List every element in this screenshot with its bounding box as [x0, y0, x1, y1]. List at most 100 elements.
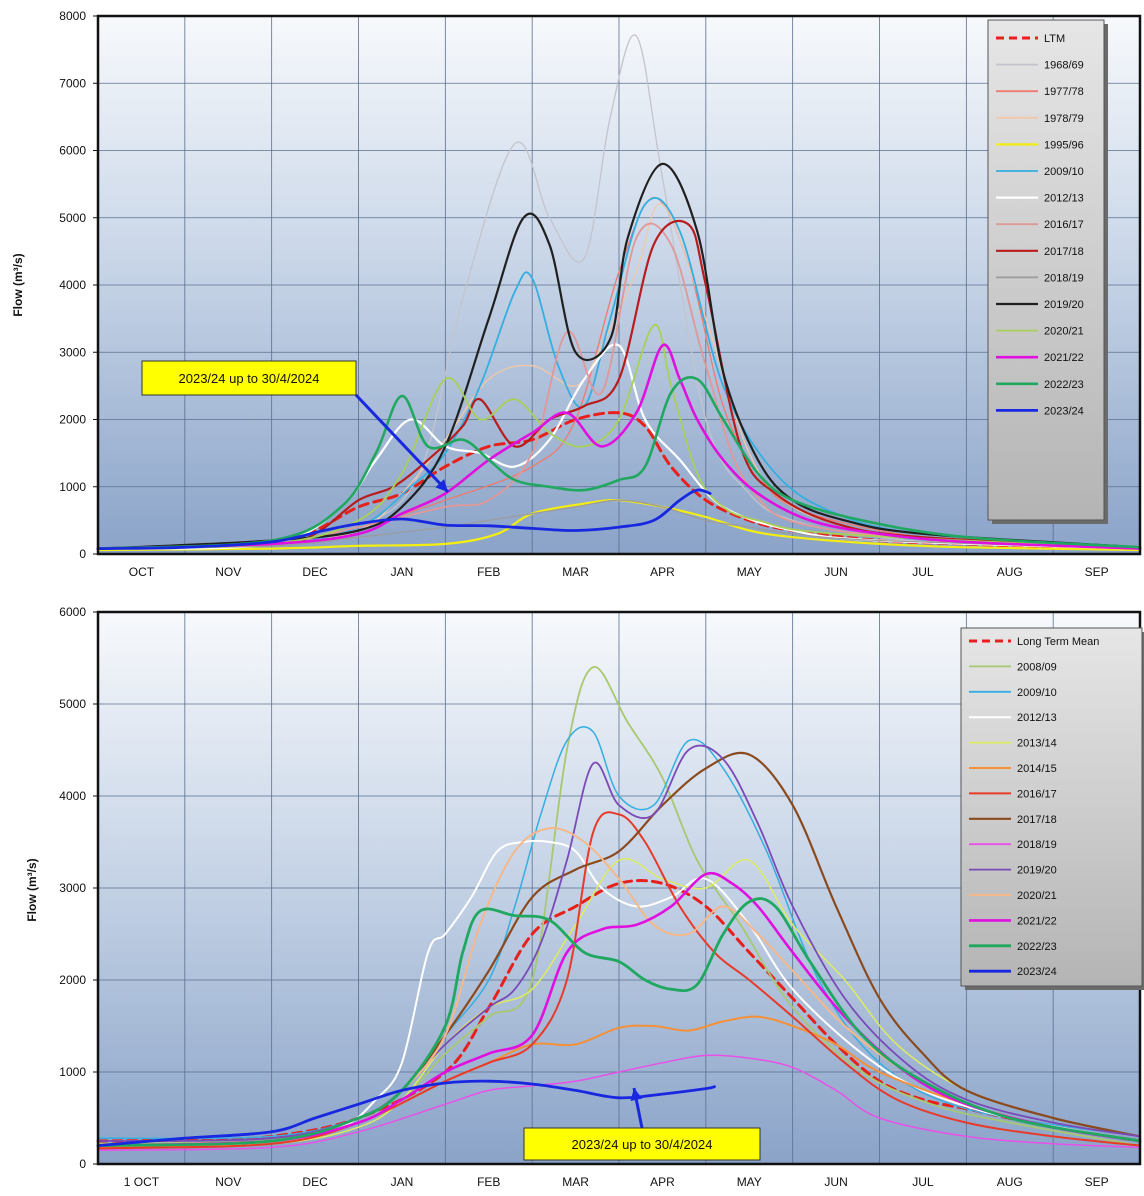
- legend-label-2013-14: 2013/14: [1017, 738, 1057, 750]
- legend-label-2018-19: 2018/19: [1017, 839, 1057, 851]
- legend-label-2008-09: 2008/09: [1017, 661, 1057, 673]
- legend-label-2022-23: 2022/23: [1017, 941, 1057, 953]
- y-tick-label: 4000: [59, 789, 86, 803]
- legend-label-2017-18: 2017/18: [1017, 814, 1057, 826]
- series-line-2018-19: [97, 499, 1141, 550]
- x-tick-label: MAR: [562, 1175, 589, 1189]
- x-tick-label: DEC: [302, 565, 328, 579]
- series-line-2021-22: [96, 343, 1142, 550]
- legend-label-2009-10: 2009/10: [1017, 687, 1057, 699]
- legend-label-2016-17: 2016/17: [1044, 219, 1084, 231]
- x-tick-label: FEB: [477, 565, 500, 579]
- y-tick-label: 5000: [59, 697, 86, 711]
- y-tick-label: 2000: [59, 413, 86, 427]
- legend-label-2014-15: 2014/15: [1017, 763, 1057, 775]
- x-tick-label: APR: [650, 1175, 675, 1189]
- x-tick-label: FEB: [477, 1175, 500, 1189]
- legend-label-2012-13: 2012/13: [1017, 712, 1057, 724]
- series-group: [96, 34, 1142, 552]
- series-line-2020-21: [97, 324, 1141, 550]
- x-tick-label: JUN: [824, 1175, 847, 1189]
- y-tick-label: 7000: [59, 76, 86, 90]
- y-tick-label: 3000: [59, 881, 86, 895]
- legend-label-2016-17: 2016/17: [1017, 788, 1057, 800]
- y-axis-label: Flow (m³/s): [25, 858, 39, 921]
- y-tick-label: 1000: [59, 1065, 86, 1079]
- series-line-2017-18: [96, 220, 1142, 550]
- legend: LTM 1968/69 1977/78 1978/79 1995/96 2009/10 20…: [987, 19, 1108, 524]
- y-tick-label: 6000: [59, 605, 86, 619]
- legend-label-1978-79: 1978/79: [1044, 113, 1084, 125]
- lower-chart: 0 1000 2000 3000 4000 5000 6000 1 OCT NOV DEC JAN F…: [25, 605, 1144, 1189]
- annotation-text: 2023/24 up to 30/4/2024: [572, 1137, 713, 1152]
- series-line-2023-24: [96, 1079, 716, 1147]
- legend-label-long-term-mean: Long Term Mean: [1017, 636, 1099, 648]
- x-tick-label: MAY: [737, 565, 762, 579]
- y-tick-label: 6000: [59, 144, 86, 158]
- annotation: 2023/24 up to 30/4/2024: [523, 1087, 761, 1161]
- x-tick-label: NOV: [215, 565, 241, 579]
- legend-label-2012-13: 2012/13: [1044, 193, 1084, 205]
- legend-label-1977-78: 1977/78: [1044, 86, 1084, 98]
- y-tick-label: 2000: [59, 973, 86, 987]
- legend: Long Term Mean 2008/09 2009/10 2012/13 2013/…: [960, 627, 1144, 990]
- series-line-2023-24: [96, 488, 712, 550]
- x-tick-label: AUG: [997, 1175, 1023, 1189]
- legend-label-2019-20: 2019/20: [1017, 865, 1057, 877]
- y-tick-label: 8000: [59, 9, 86, 23]
- x-tick-label: MAY: [737, 1175, 762, 1189]
- x-tick-label: JAN: [391, 565, 414, 579]
- x-tick-label: JAN: [391, 1175, 414, 1189]
- x-tick-label: JUL: [912, 565, 934, 579]
- y-tick-label: 0: [79, 1157, 86, 1171]
- legend-label-2018-19: 2018/19: [1044, 272, 1084, 284]
- legend-label-2017-18: 2017/18: [1044, 246, 1084, 258]
- upper-chart: 0 1000 2000 3000 4000 5000 6000 7000 8000 OCT NOV D…: [11, 9, 1142, 579]
- annotation-box: [523, 1127, 761, 1161]
- x-tick-label: SEP: [1085, 1175, 1109, 1189]
- x-tick-label: JUN: [824, 565, 847, 579]
- x-tick-label: DEC: [302, 1175, 328, 1189]
- legend-box: [960, 627, 1143, 987]
- annotation-text: 2023/24 up to 30/4/2024: [179, 371, 320, 386]
- legend-label-2023-24: 2023/24: [1017, 966, 1057, 978]
- series-line-ltm: [96, 411, 1142, 551]
- y-tick-label: 3000: [59, 345, 86, 359]
- annotation-arrow-line: [354, 393, 450, 494]
- series-line-2022-23: [96, 376, 1142, 550]
- legend-label-2022-23: 2022/23: [1044, 379, 1084, 391]
- annotation-arrow-head: [435, 479, 448, 492]
- x-tick-label: OCT: [129, 565, 155, 579]
- y-tick-label: 1000: [59, 480, 86, 494]
- legend-label-2020-21: 2020/21: [1017, 890, 1057, 902]
- x-tick-label: APR: [650, 565, 675, 579]
- series-line-2016-17: [97, 811, 1141, 1150]
- annotation: 2023/24 up to 30/4/2024: [141, 360, 450, 494]
- x-tick-label: 1 OCT: [124, 1175, 160, 1189]
- legend-box: [987, 19, 1105, 521]
- legend-label-2020-21: 2020/21: [1044, 326, 1084, 338]
- series-line-2013-14: [97, 858, 1141, 1149]
- x-tick-label: AUG: [997, 565, 1023, 579]
- series-line-2018-19: [97, 1054, 1141, 1151]
- series-line-2016-17: [97, 222, 1141, 550]
- legend-label-ltm: LTM: [1044, 33, 1065, 45]
- x-tick-label: SEP: [1085, 565, 1109, 579]
- legend-label-2021-22: 2021/22: [1017, 915, 1057, 927]
- x-tick-label: MAR: [562, 565, 589, 579]
- legend-label-1968-69: 1968/69: [1044, 60, 1084, 72]
- legend-label-2019-20: 2019/20: [1044, 299, 1084, 311]
- series-group: [96, 666, 1142, 1151]
- y-axis-label: Flow (m³/s): [11, 253, 25, 316]
- legend-label-2009-10: 2009/10: [1044, 166, 1084, 178]
- legend-label-2021-22: 2021/22: [1044, 352, 1084, 364]
- legend-label-2023-24: 2023/24: [1044, 405, 1084, 417]
- annotation-arrow-head: [630, 1088, 643, 1101]
- x-tick-label: JUL: [912, 1175, 934, 1189]
- annotation-box: [141, 360, 357, 396]
- y-tick-label: 4000: [59, 278, 86, 292]
- y-tick-label: 0: [79, 547, 86, 561]
- y-tick-label: 5000: [59, 211, 86, 225]
